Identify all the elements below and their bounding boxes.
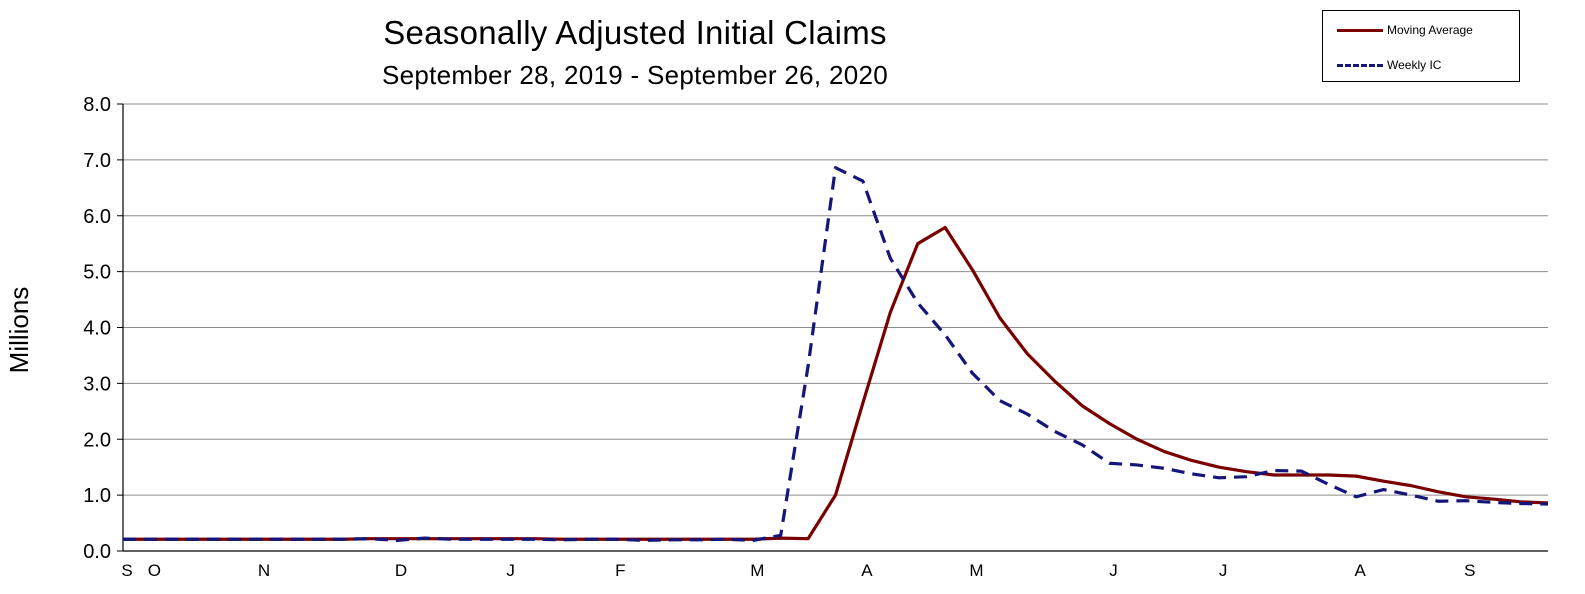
- legend-item-moving-average: Moving Average: [1337, 22, 1473, 38]
- y-tick-label: 3.0: [83, 373, 111, 395]
- x-tick-label: F: [615, 561, 625, 580]
- x-tick-label: O: [148, 561, 161, 580]
- x-tick-label: J: [1219, 561, 1228, 580]
- y-tick-label: 0.0: [83, 541, 111, 563]
- x-tick-label: N: [258, 561, 270, 580]
- y-tick-label: 4.0: [83, 318, 111, 340]
- legend-label-weekly-ic: Weekly IC: [1387, 58, 1442, 72]
- x-tick-label: S: [1464, 561, 1475, 580]
- y-tick-label: 7.0: [83, 150, 111, 172]
- legend-swatch-weekly-ic: [1337, 63, 1383, 67]
- x-tick-label: A: [1355, 561, 1367, 580]
- x-tick-label: J: [1109, 561, 1118, 580]
- series-line-weekly-ic: [123, 166, 1549, 542]
- y-tick-label: 8.0: [83, 94, 111, 116]
- legend-item-weekly-ic: Weekly IC: [1337, 57, 1441, 73]
- x-tick-label: J: [506, 561, 515, 580]
- x-tick-label: A: [861, 561, 873, 580]
- legend-swatch-moving-average: [1337, 28, 1383, 32]
- x-tick-label: M: [969, 561, 983, 580]
- y-tick-label: 2.0: [83, 429, 111, 451]
- x-tick-label: M: [750, 561, 764, 580]
- x-tick-label: D: [395, 561, 407, 580]
- y-tick-label: 6.0: [83, 206, 111, 228]
- y-tick-label: 1.0: [83, 485, 111, 507]
- x-tick-label: S: [121, 561, 132, 580]
- legend: Moving Average Weekly IC: [1322, 10, 1520, 82]
- chart-subtitle: September 28, 2019 - September 26, 2020: [381, 60, 889, 90]
- legend-label-moving-average: Moving Average: [1387, 23, 1473, 37]
- chart-title: Seasonally Adjusted Initial Claims: [383, 14, 887, 51]
- y-tick-label: 5.0: [83, 262, 111, 284]
